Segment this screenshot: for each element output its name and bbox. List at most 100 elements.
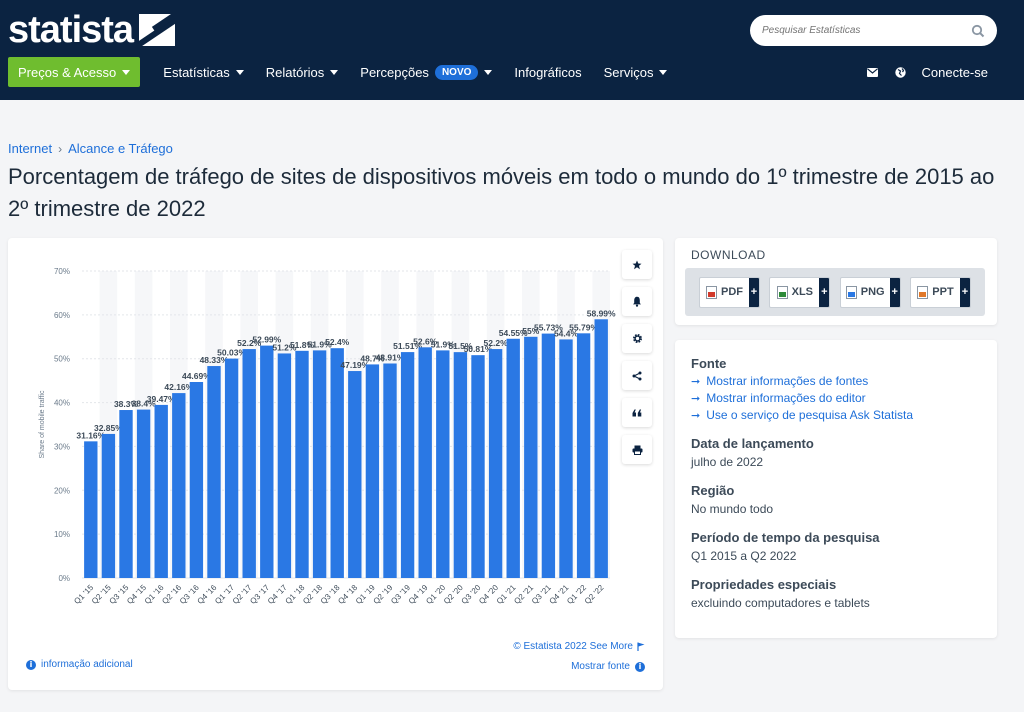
data-label: 55.73% <box>534 323 563 333</box>
download-png-button[interactable]: PNG + <box>839 276 901 308</box>
download-ppt-button[interactable]: PPT + <box>909 276 971 308</box>
nav-insights[interactable]: Percepções NOVO <box>349 57 503 87</box>
favorite-button[interactable] <box>622 250 652 279</box>
data-label: 48.91% <box>376 352 405 362</box>
download-buttons: PDF + XLS + PNG + PPT + <box>685 268 985 316</box>
release-block: Data de lançamento julho de 2022 <box>691 436 981 469</box>
download-card: DOWNLOAD PDF + XLS + PNG + PPT + <box>675 238 997 325</box>
data-label: 55% <box>522 326 539 336</box>
data-label: 52.2% <box>237 338 262 348</box>
data-label: 42.16% <box>164 382 193 392</box>
download-pdf-label-wrap: PDF <box>700 278 749 307</box>
source-info-link[interactable]: ➞ Mostrar informações de fontes <box>691 374 981 388</box>
bar <box>488 349 503 578</box>
additional-info-label: informação adicional <box>41 659 133 670</box>
bar <box>207 366 221 578</box>
breadcrumb-reach-traffic[interactable]: Alcance e Tráfego <box>68 141 173 156</box>
download-pdf-button[interactable]: PDF + <box>699 276 760 308</box>
period-block: Período de tempo da pesquisa Q1 2015 a Q… <box>691 530 981 563</box>
download-xls-label-wrap: XLS <box>770 278 819 307</box>
source-link-label: Mostrar informações do editor <box>706 391 866 405</box>
download-ppt-label: PPT <box>932 286 954 298</box>
chart-tools <box>622 250 652 464</box>
statista-logo[interactable]: statista <box>8 9 176 51</box>
login-link[interactable]: Conecte-se <box>921 64 988 80</box>
x-tick-label: Q2 '22 <box>583 583 606 606</box>
bar <box>365 364 380 578</box>
nav-label: Serviços <box>603 64 654 80</box>
bar <box>506 338 520 578</box>
nav-statistics[interactable]: Estatísticas <box>152 57 254 87</box>
y-tick-label: 30% <box>54 442 70 451</box>
download-xls-button[interactable]: XLS + <box>769 276 831 308</box>
data-label: 39.47% <box>147 394 176 404</box>
nav-label: Preços & Acesso <box>18 64 117 80</box>
notify-button[interactable] <box>622 287 652 316</box>
bar <box>242 349 256 578</box>
nav-label: Infográficos <box>514 64 582 80</box>
bar <box>189 382 204 578</box>
bar <box>418 347 432 578</box>
additional-info-link[interactable]: i informação adicional <box>26 659 133 670</box>
data-label: 52.6% <box>413 336 438 346</box>
bar <box>594 319 608 578</box>
data-label: 47.19% <box>340 360 369 370</box>
nav-services[interactable]: Serviços <box>593 57 679 87</box>
region-value: No mundo todo <box>691 502 774 516</box>
printer-icon <box>632 445 642 455</box>
bar <box>172 393 186 578</box>
download-png-label-wrap: PNG <box>841 278 890 307</box>
y-tick-label: 70% <box>54 267 70 276</box>
search-input[interactable] <box>762 25 971 36</box>
nav-reports[interactable]: Relatórios <box>255 57 350 87</box>
nav-pricing-access[interactable]: Preços & Acesso <box>8 57 141 87</box>
data-label: 38.3% <box>114 399 139 409</box>
statistic-details-card: Fonte ➞ Mostrar informações de fontes ➞ Mo… <box>675 340 997 638</box>
data-label: 32.85% <box>94 423 123 433</box>
data-label: 52.2% <box>484 338 509 348</box>
settings-button[interactable] <box>622 324 652 353</box>
globe-icon[interactable] <box>894 65 908 79</box>
bar <box>260 345 274 578</box>
data-label: 51.51% <box>393 341 422 351</box>
chevron-down-icon <box>330 69 339 75</box>
data-label: 51.5% <box>448 341 473 351</box>
y-axis-label: Share of mobile traffic <box>39 390 46 458</box>
special-block: Propriedades especiais excluindo computa… <box>691 577 981 610</box>
chevron-down-icon <box>235 69 244 75</box>
download-ppt-label-wrap: PPT <box>911 278 960 307</box>
star-icon <box>632 260 642 269</box>
share-button[interactable] <box>622 361 652 390</box>
search-icon[interactable] <box>971 24 985 38</box>
period-heading: Período de tempo da pesquisa <box>691 530 880 545</box>
print-button[interactable] <box>622 435 652 464</box>
arrow-right-icon: ➞ <box>691 408 701 422</box>
publisher-info-link[interactable]: ➞ Mostrar informações do editor <box>691 391 981 405</box>
bar <box>348 371 362 578</box>
data-label: 44.69% <box>182 371 211 381</box>
gear-icon <box>632 333 642 344</box>
data-label: 31.16% <box>76 430 105 440</box>
flag-icon <box>637 642 645 651</box>
breadcrumb-internet[interactable]: Internet <box>8 141 53 156</box>
nav-infographics[interactable]: Infográficos <box>503 57 592 87</box>
data-label: 50.81% <box>464 344 493 354</box>
bar <box>576 333 591 578</box>
data-label: 52.99% <box>252 335 281 345</box>
mail-icon[interactable] <box>866 65 880 79</box>
png-file-icon <box>845 285 857 299</box>
bar <box>154 404 168 578</box>
download-png-label: PNG <box>860 286 885 298</box>
cite-button[interactable] <box>622 398 652 427</box>
data-label: 50.03% <box>217 348 246 358</box>
release-heading: Data de lançamento <box>691 436 814 451</box>
show-source-link[interactable]: Mostrar fonte i <box>571 661 645 672</box>
chart-credit[interactable]: © Estatista 2022 See More <box>513 641 645 652</box>
arrow-right-icon: ➞ <box>691 391 701 405</box>
release-value: julho de 2022 <box>691 455 764 469</box>
chevron-down-icon <box>484 69 493 75</box>
download-xls-label: XLS <box>791 286 814 298</box>
ask-statista-link[interactable]: ➞ Use o serviço de pesquisa Ask Statista <box>691 408 981 422</box>
nav-label: Relatórios <box>265 64 325 80</box>
plus-icon: + <box>749 277 759 307</box>
